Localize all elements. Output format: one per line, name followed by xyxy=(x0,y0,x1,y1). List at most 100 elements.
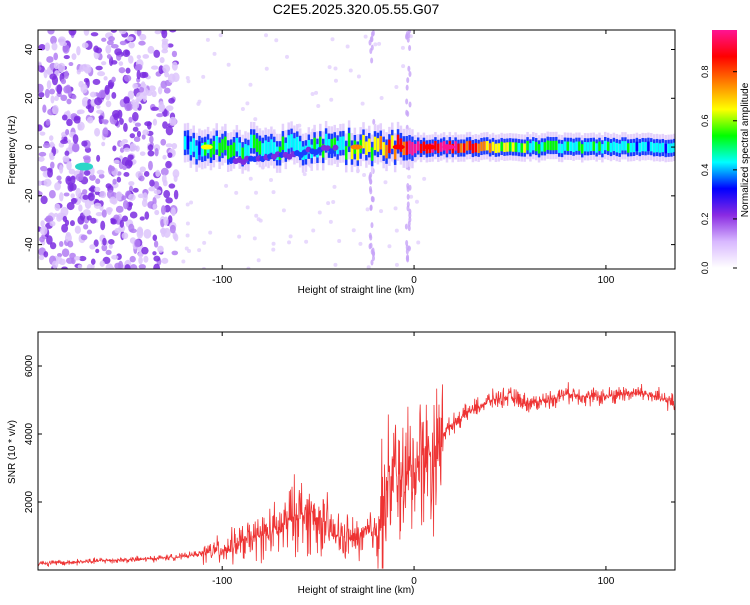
spectrogram-band-core xyxy=(624,141,627,151)
spectrogram-noise-blob xyxy=(162,64,171,73)
spectrogram-noise-blob xyxy=(90,217,97,224)
snr-x-tick-label: -100 xyxy=(212,576,232,587)
spectrogram-speckle xyxy=(264,66,269,71)
spectrogram-noise-blob xyxy=(80,83,88,94)
spectrogram-noise-blob xyxy=(171,250,179,256)
spectrogram-band-core xyxy=(569,141,572,152)
spectrogram-speckle xyxy=(201,266,206,269)
spectrogram-noise-blob xyxy=(66,118,73,127)
spectrogram-noise-blob xyxy=(118,61,124,67)
spectrogram-noise-blob xyxy=(129,133,136,139)
spectrogram-band-core xyxy=(460,143,463,153)
spectrogram-noise-blob xyxy=(118,67,126,74)
spectrogram-noise-blob xyxy=(61,114,68,121)
spectrogram-noise-blob xyxy=(60,78,67,85)
spectrogram-noise-blob xyxy=(108,82,114,90)
spectrogram-noise-blob xyxy=(171,61,178,71)
spectrogram-noise-blob xyxy=(66,98,72,105)
spectrogram-band-core xyxy=(411,142,414,156)
spectrogram-noise-blob xyxy=(129,143,137,152)
snr-marks xyxy=(38,382,675,569)
spectrogram-band-core xyxy=(670,143,673,153)
spectrogram-noise-blob xyxy=(58,241,64,247)
spectrogram-speckle xyxy=(234,190,239,195)
spectrogram-noise-blob xyxy=(89,185,96,193)
spectrogram-band-core xyxy=(661,142,665,153)
snr-x-ticks: -100 0 100 xyxy=(212,332,615,587)
spectrogram-noise-blob xyxy=(62,215,68,222)
spectrogram-band-core xyxy=(606,141,610,152)
spectrogram-speckle xyxy=(185,76,190,81)
spectrogram-band-core xyxy=(526,140,529,151)
spectrogram-speckle xyxy=(409,194,414,199)
spectrogram-noise-blob xyxy=(127,159,133,167)
spectrogram-noise-blob xyxy=(167,73,176,84)
spectrogram-noise-blob xyxy=(59,164,64,174)
spectrogram-noise-blob xyxy=(47,30,55,35)
spectrogram-streak xyxy=(408,45,412,52)
spectrogram-noise-blob xyxy=(112,178,117,185)
colorbar-ticks: 0.0 0.2 0.4 0.6 0.8 xyxy=(700,65,737,274)
spectrogram-noise-blob xyxy=(173,233,179,242)
spectrogram-noise-blob xyxy=(77,215,85,225)
spectrogram-noise-blob xyxy=(74,225,82,234)
spectrogram-noise-blob xyxy=(105,100,112,108)
spectrogram-band-core xyxy=(474,142,477,153)
spectrogram-speckle xyxy=(365,207,370,212)
spectrogram-noise-blob xyxy=(54,203,61,211)
spectrogram-speckle xyxy=(201,74,206,79)
spectrogram-band-core xyxy=(664,143,667,154)
spectrogram-noise-blob xyxy=(138,252,144,258)
spectrogram-noise-blob xyxy=(165,197,173,204)
spectrogram-speckle xyxy=(316,104,321,109)
spectrogram-band-core xyxy=(578,141,581,151)
spectrogram-noise-blob xyxy=(38,180,42,186)
spectrogram-noise-blob xyxy=(67,182,74,192)
spectrogram-band-core xyxy=(261,143,265,157)
spectrogram-band-core xyxy=(434,140,437,151)
spectrogram-noise-blob xyxy=(128,181,135,186)
spectrogram-noise-blob xyxy=(83,66,91,73)
spectrogram-band-core xyxy=(494,143,498,154)
spectrogram-noise-blob xyxy=(95,248,100,254)
spectrogram-speckle xyxy=(302,172,307,177)
spectrogram-speckle xyxy=(337,239,342,244)
spectrogram-streak xyxy=(406,205,410,212)
spectrogram-noise-blob xyxy=(165,126,174,136)
spectrogram-noise-blob xyxy=(60,94,68,102)
spectrogram-noise-blob xyxy=(65,232,71,237)
snr-frame xyxy=(37,331,676,571)
spectrogram-speckle xyxy=(329,97,334,102)
spectrogram-band-core xyxy=(414,143,417,154)
spectrogram-noise-blob xyxy=(61,223,69,233)
spectrogram-noise-blob xyxy=(121,139,129,144)
spectrogram-speckle xyxy=(256,217,261,222)
spectrogram-noise-blob xyxy=(139,151,146,156)
spectrogram-noise-blob xyxy=(165,143,173,148)
spectrogram-band-core xyxy=(370,147,374,161)
spectrogram-noise-blob xyxy=(160,205,166,215)
spectrogram-speckle xyxy=(328,219,333,224)
spectrogram-noise-blob xyxy=(49,221,56,227)
spectrogram-noise-blob xyxy=(167,43,174,48)
spectrogram-band-core xyxy=(229,144,233,159)
spectrogram-noise-blob xyxy=(121,156,130,167)
spectrogram-noise-blob xyxy=(101,61,107,66)
spectrogram-band-core xyxy=(509,141,512,152)
spectrogram-noise-blob xyxy=(157,245,164,253)
spectrogram-noise-blob xyxy=(142,54,150,59)
spectrogram-noise-blob xyxy=(129,211,138,219)
spectrogram-noise-blob xyxy=(128,55,134,64)
spectrogram-noise-blob xyxy=(79,64,85,72)
spectrogram-noise-blob xyxy=(77,264,83,269)
spectrogram-noise-blob xyxy=(79,168,84,178)
figure-title: C2E5.2025.320.05.55.G07 xyxy=(273,1,440,17)
spectrogram-speckle xyxy=(326,201,331,206)
spectrogram-band-core xyxy=(598,141,601,151)
spectrogram-noise-blob xyxy=(136,130,142,138)
spectrogram-noise-blob xyxy=(66,202,75,211)
spectrogram-noise-blob xyxy=(119,147,125,153)
spectrogram-band-core xyxy=(457,143,460,153)
spectrogram-noise-blob xyxy=(83,156,91,164)
spectrogram-noise-blob xyxy=(59,41,68,47)
